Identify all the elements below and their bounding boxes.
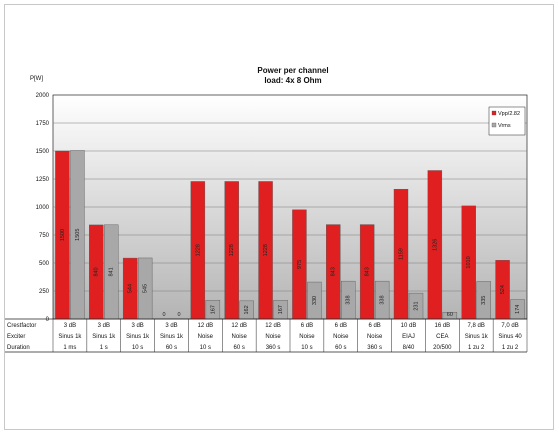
y-tick-label: 1000: [36, 205, 50, 211]
bar-data-label: 840: [94, 267, 100, 276]
table-cell: Noise: [333, 334, 349, 340]
table-cell: 1 zu 2: [502, 345, 519, 351]
table-cell: 3 dB: [131, 323, 143, 329]
table-cell: Noise: [198, 334, 214, 340]
legend-swatch: [491, 122, 497, 128]
chart-subtitle: load: 4x 8 Ohm: [264, 76, 321, 85]
bar-data-label: 843: [365, 267, 371, 276]
bar-data-label: 1228: [229, 244, 235, 256]
table-row-label: Exciter: [7, 334, 25, 340]
bar-data-label: 60: [447, 312, 453, 318]
bars: 1500 840 544 0 1228 1228 1228 975 843 843 1159 1326…: [55, 150, 525, 320]
table-cell: 8/40: [403, 345, 415, 351]
bar-data-label: 843: [331, 267, 337, 276]
table-cell: 10 s: [200, 345, 211, 351]
bar-data-label: 0: [177, 312, 180, 318]
bar-data-label: 167: [210, 305, 216, 314]
table-cell: 12 dB: [231, 323, 247, 329]
legend-entry: Vrms: [498, 123, 511, 129]
table-cell: 3 dB: [98, 323, 110, 329]
y-axis-label: P[W]: [30, 76, 43, 82]
bar-data-label: 0: [162, 312, 165, 318]
power-chart: Power per channel load: 4x 8 Ohm P[W] 15…: [5, 66, 528, 353]
bar-data-label: 1326: [432, 239, 438, 251]
y-tick-label: 1500: [36, 149, 50, 155]
bar-data-label: 162: [244, 305, 250, 314]
chart-title: Power per channel: [257, 66, 328, 75]
bar-data-label: 335: [481, 296, 487, 305]
y-tick-label: 2000: [36, 93, 50, 99]
bar-data-label: 841: [109, 267, 115, 276]
table-cell: 60 s: [234, 345, 245, 351]
table-cell: Noise: [232, 334, 248, 340]
table-cell: Sinus 1k: [160, 334, 184, 340]
bar-data-label: 338: [346, 295, 352, 304]
table-cell: Noise: [367, 334, 383, 340]
bar-data-label: 167: [278, 305, 284, 314]
bar-data-label: 338: [380, 295, 386, 304]
table-cell: Sinus 1k: [92, 334, 116, 340]
bar-data-label: 544: [128, 284, 134, 293]
table-cell: CEA: [436, 334, 448, 340]
bar-data-label: 174: [515, 305, 521, 314]
table-cell: 60 s: [335, 345, 346, 351]
table-cell: Noise: [265, 334, 281, 340]
legend: Vpp/2.82 Vrms: [488, 106, 526, 136]
table-row-label: Duration: [7, 345, 30, 351]
table-cell: 16 dB: [435, 323, 451, 329]
category-table: Crestfactor Exciter Duration 3 dB 3 dB 3 dB 3 …: [5, 318, 528, 353]
table-cell: Noise: [299, 334, 315, 340]
table-cell: EIAJ: [402, 334, 415, 340]
bar-data-label: 330: [312, 296, 318, 305]
y-tick-label: 1250: [36, 177, 50, 183]
table-cell: 360 s: [266, 345, 281, 351]
bar-data-label: 231: [413, 301, 419, 310]
table-row-label: Crestfactor: [7, 323, 36, 329]
bar-data-label: 975: [297, 260, 303, 269]
table-cell: 6 dB: [368, 323, 380, 329]
bar-data-label: 524: [500, 285, 506, 294]
y-tick-label: 0: [46, 317, 50, 323]
bar-data-label: 1505: [75, 229, 81, 241]
bar-data-label: 1010: [466, 256, 472, 268]
table-cell: Sinus 1k: [465, 334, 489, 340]
table-cell: Sinus 40: [498, 334, 522, 340]
bar-data-label: 1228: [263, 244, 269, 256]
table-cell: 1 ms: [63, 345, 76, 351]
table-cell: Sinus 1k: [126, 334, 150, 340]
bar-data-label: 1159: [398, 248, 404, 260]
bar-data-label: 1228: [195, 244, 201, 256]
table-cell: 3 dB: [165, 323, 177, 329]
table-cell: Sinus 1k: [58, 334, 82, 340]
legend-swatch: [491, 110, 497, 116]
table-cell: 12 dB: [198, 323, 214, 329]
y-tick-label: 1750: [36, 121, 50, 127]
table-cell: 12 dB: [265, 323, 281, 329]
table-cell: 10 s: [301, 345, 312, 351]
table-cell: 10 s: [132, 345, 143, 351]
table-cell: 6 dB: [335, 323, 347, 329]
table-cell: 6 dB: [301, 323, 313, 329]
table-cell: 3 dB: [64, 323, 76, 329]
table-cell: 360 s: [367, 345, 382, 351]
bar-data-label: 1500: [60, 229, 66, 241]
table-cell: 1 zu 2: [468, 345, 485, 351]
table-cell: 20/500: [433, 345, 452, 351]
y-tick-label: 250: [39, 289, 50, 295]
y-tick-label: 500: [39, 261, 50, 267]
table-cell: 1 s: [100, 345, 108, 351]
table-cell: 10 dB: [401, 323, 417, 329]
table-cell: 60 s: [166, 345, 177, 351]
bar-data-label: 545: [143, 284, 149, 293]
table-cell: 7,8 dB: [468, 323, 485, 329]
y-tick-label: 750: [39, 233, 50, 239]
legend-entry: Vpp/2.82: [498, 111, 520, 117]
y-tick-labels: 0 250 500 750 1000 1250 1500 1750 2000: [36, 93, 50, 323]
table-cell: 7,0 dB: [501, 323, 518, 329]
chart-frame: Power per channel load: 4x 8 Ohm P[W] 15…: [4, 4, 554, 430]
